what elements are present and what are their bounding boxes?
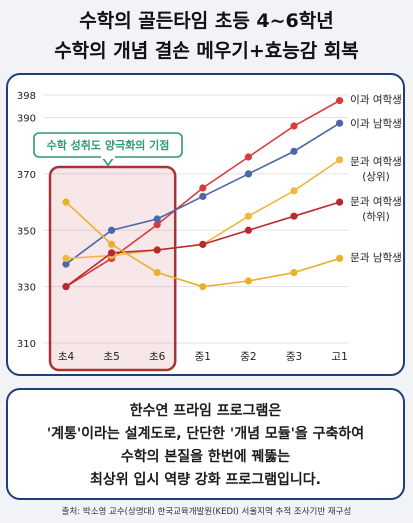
- page-title: 수학의 골든타임 초등 4~6학년 수학의 개념 결손 메우기+효능감 회복: [0, 6, 413, 66]
- data-point: [244, 170, 252, 178]
- message-line-3: 수학의 본질을 한번에 꿰뚫는: [120, 449, 291, 465]
- title-line-1: 수학의 골든타임 초등 4~6학년: [79, 10, 334, 32]
- y-tick-label: 330: [17, 283, 36, 294]
- data-point: [199, 240, 207, 248]
- message-line-1: 한수연 프라임 프로그램은: [129, 403, 282, 419]
- series-label: 이과 남학생: [350, 118, 402, 130]
- x-tick-label: 중2: [240, 351, 256, 363]
- x-tick-label: 초4: [58, 351, 75, 363]
- title-line-2: 수학의 개념 결손 메우기+효능감 회복: [54, 40, 359, 62]
- highlight-label: 수학 성취도 양극화의 기점: [47, 138, 170, 152]
- y-tick-label: 350: [17, 226, 36, 237]
- data-point: [336, 156, 344, 164]
- line-chart: 수학 성취도 양극화의 기점 초4 초5 초6 중1 중2 중3 고1 310 330 350 3…: [17, 91, 402, 372]
- series-label: 문과 여학생: [350, 196, 402, 208]
- data-point: [153, 221, 161, 229]
- message-line-4: 최상위 입시 역량 강화 프로그램입니다.: [90, 472, 321, 488]
- message-text: 한수연 프라임 프로그램은 '계통'이라는 설계도로, 단단한 '개념 모듈'을…: [8, 400, 403, 492]
- data-point: [290, 212, 298, 220]
- y-tick-label: 310: [17, 339, 36, 350]
- data-point: [336, 198, 344, 206]
- y-tick-label: 398: [17, 91, 36, 102]
- data-point: [244, 212, 252, 220]
- data-point: [108, 226, 116, 234]
- data-point: [199, 184, 207, 192]
- x-tick-label: 중3: [286, 351, 302, 363]
- data-point: [153, 246, 161, 254]
- data-point: [336, 254, 344, 263]
- x-tick-label: 초5: [103, 351, 119, 363]
- message-line-2: '계통'이라는 설계도로, 단단한 '개념 모듈'을 구축하여: [46, 426, 365, 442]
- data-point: [290, 147, 298, 155]
- series-label: (상위): [362, 170, 390, 183]
- data-point: [290, 268, 298, 277]
- data-point: [62, 283, 70, 291]
- data-point: [244, 153, 252, 161]
- series-label: 문과 남학생: [350, 252, 402, 264]
- y-tick-label: 370: [17, 170, 36, 181]
- data-point: [108, 249, 116, 257]
- data-point: [199, 283, 207, 291]
- data-point: [244, 226, 252, 234]
- series-label: 이과 여학생: [350, 94, 402, 106]
- data-point: [62, 260, 70, 268]
- highlight-region: [48, 165, 177, 372]
- x-tick-label: 고1: [331, 351, 347, 363]
- data-point: [199, 192, 207, 201]
- data-point: [108, 240, 116, 248]
- pointer-mask: [101, 155, 115, 159]
- data-point: [244, 277, 252, 285]
- data-point: [336, 119, 344, 127]
- chart-card: 수학 성취도 양극화의 기점 초4 초5 초6 중1 중2 중3 고1 310 330 350 3…: [6, 73, 405, 376]
- series-label: (하위): [362, 210, 390, 223]
- data-point: [62, 198, 70, 206]
- data-point: [290, 122, 298, 130]
- series-label: 문과 여학생: [350, 156, 402, 168]
- x-tick-label: 초6: [149, 351, 166, 363]
- message-card: 한수연 프라임 프로그램은 '계통'이라는 설계도로, 단단한 '개념 모듈'을…: [6, 388, 405, 500]
- data-point: [336, 97, 344, 105]
- x-tick-label: 중1: [195, 351, 211, 363]
- source-note: 출처: 박소영 교수(상명대) 한국교육개발원(KEDI) 서울지역 추적 조사…: [61, 507, 352, 517]
- data-point: [153, 268, 161, 277]
- data-point: [153, 215, 161, 223]
- data-point: [62, 254, 70, 263]
- y-tick-label: 390: [17, 114, 36, 125]
- data-point: [290, 187, 298, 195]
